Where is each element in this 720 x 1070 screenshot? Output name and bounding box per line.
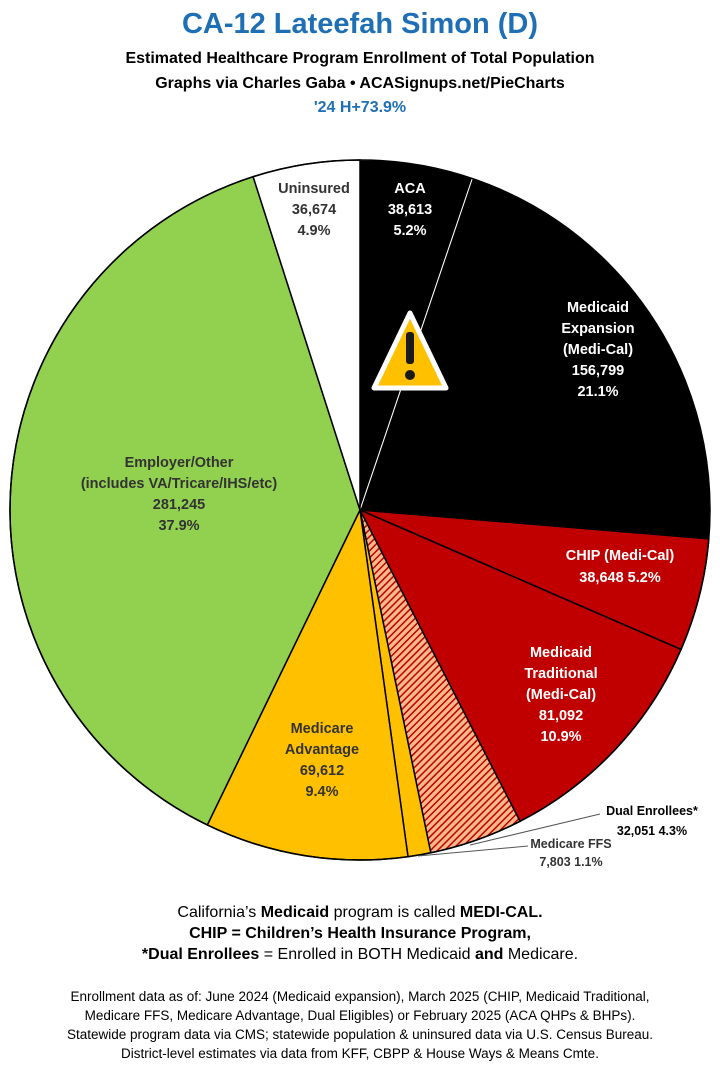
slice-label-line: 36,674 (292, 202, 336, 218)
pie-slices (9, 159, 711, 861)
slice-label-line: CHIP (Medi-Cal) (566, 548, 675, 564)
slice-label-dual-enrollees: Dual Enrollees* 32,051 4.3% (606, 804, 698, 838)
slice-label-line: Dual Enrollees* (606, 804, 698, 818)
slice-label-line: 281,245 (153, 497, 205, 513)
pie-outline (9, 159, 711, 861)
slice-label-line: 21.1% (577, 384, 618, 400)
footer-line: District-level estimates via data from K… (121, 1046, 599, 1061)
notes-block: California’s Medicaid program is called … (0, 902, 720, 965)
note-bold: CHIP = Children’s Health Insurance Progr… (189, 925, 531, 942)
slice-label-line: ACA (394, 181, 426, 197)
slice-label-line: 9.4% (305, 784, 338, 800)
slice-label-line: 38,613 (388, 202, 432, 218)
slice-label-line: Uninsured (278, 181, 350, 197)
note-dual: *Dual Enrollees = Enrolled in BOTH Medic… (0, 944, 720, 965)
slice-label-medicare-ffs: Medicare FFS 7,803 1.1% (530, 837, 611, 869)
slice-label-line: 156,799 (572, 363, 624, 379)
note-medi-cal: California’s Medicaid program is called … (0, 902, 720, 923)
slice-label-line: 32,051 4.3% (617, 824, 687, 838)
slice-label-line: 38,648 5.2% (579, 570, 661, 586)
warning-triangle-icon (371, 310, 449, 391)
slice-label-line: Medicaid (530, 645, 592, 661)
footer-line: Enrollment data as of: June 2024 (Medica… (70, 989, 650, 1004)
slice-label-line: Medicare FFS (530, 837, 611, 851)
note-text: California’s (177, 904, 261, 921)
slice-label-line: 37.9% (158, 518, 199, 534)
pie-leader-lines (417, 813, 601, 857)
footer-line: Statewide program data via CMS; statewid… (66, 1027, 654, 1042)
slice-label-medicare-advantage: Medicare Advantage 69,612 9.4% (285, 721, 359, 800)
slice-label-line: 81,092 (539, 708, 583, 724)
slice-label-line: Advantage (285, 742, 359, 758)
leader-line-medicare-ffs (417, 845, 529, 857)
slice-label-line: (Medi-Cal) (563, 342, 633, 358)
note-chip: CHIP = Children’s Health Insurance Progr… (0, 923, 720, 944)
note-bold: and (474, 946, 504, 963)
slice-label-employer-other: Employer/Other (includes VA/Tricare/IHS/e… (81, 455, 278, 534)
chart-credit: Graphs via Charles Gaba • ACASignups.net… (155, 75, 565, 92)
chart-subtitle: Estimated Healthcare Program Enrollment … (125, 50, 595, 67)
slice-label-line: 7,803 1.1% (539, 855, 602, 869)
footer-sources: Enrollment data as of: June 2024 (Medica… (0, 987, 720, 1063)
slice-label-line: Traditional (524, 666, 597, 682)
slice-label-line: Medicare (291, 721, 354, 737)
note-text: Medicare. (503, 946, 579, 963)
slice-label-aca: ACA 38,613 5.2% (388, 181, 432, 239)
slice-label-chip: CHIP (Medi-Cal) 38,648 5.2% (566, 548, 675, 586)
slice-label-line: 69,612 (300, 763, 344, 779)
slice-label-line: (Medi-Cal) (526, 687, 596, 703)
slice-label-line: Medicaid (567, 300, 629, 316)
note-text: program is called (329, 904, 460, 921)
pie-chart: ACA 38,613 5.2% Medicaid Expansion (Medi-Cal)… (9, 159, 711, 869)
slice-label-uninsured: Uninsured 36,674 4.9% (278, 181, 350, 239)
note-bold: Medicaid (260, 904, 330, 921)
note-bold: MEDI-CAL. (459, 904, 543, 921)
election-result: '24 H+73.9% (313, 99, 407, 116)
note-text: = Enrolled in BOTH Medicaid (259, 946, 475, 963)
slice-label-line: 5.2% (393, 223, 426, 239)
slice-label-line: Employer/Other (125, 455, 234, 471)
slice-label-line: Expansion (561, 321, 634, 337)
note-bold: *Dual Enrollees (141, 946, 260, 963)
footer-line: Medicare FFS, Medicare Advantage, Dual E… (84, 1008, 636, 1023)
slice-label-line: 4.9% (297, 223, 330, 239)
page-title: CA-12 Lateefah Simon (D) (181, 8, 539, 40)
pie-labels: ACA 38,613 5.2% Medicaid Expansion (Medi-Cal)… (81, 181, 698, 869)
slice-label-line: 10.9% (540, 729, 581, 745)
slice-label-medicaid-expansion: Medicaid Expansion (Medi-Cal) 156,799 21.1% (561, 300, 634, 400)
leader-line-dual-enrollees (469, 813, 601, 846)
slice-label-medicaid-traditional: Medicaid Traditional (Medi-Cal) 81,092 10.9% (524, 645, 597, 745)
slice-label-line: (includes VA/Tricare/IHS/etc) (81, 476, 278, 492)
